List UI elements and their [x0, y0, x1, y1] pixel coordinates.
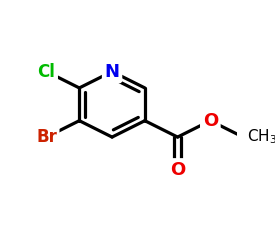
- Text: Br: Br: [36, 128, 57, 146]
- Text: O: O: [203, 112, 218, 130]
- Text: O: O: [170, 161, 185, 179]
- Text: Cl: Cl: [38, 63, 56, 81]
- Text: CH$_3$: CH$_3$: [247, 128, 275, 146]
- Text: N: N: [104, 63, 120, 81]
